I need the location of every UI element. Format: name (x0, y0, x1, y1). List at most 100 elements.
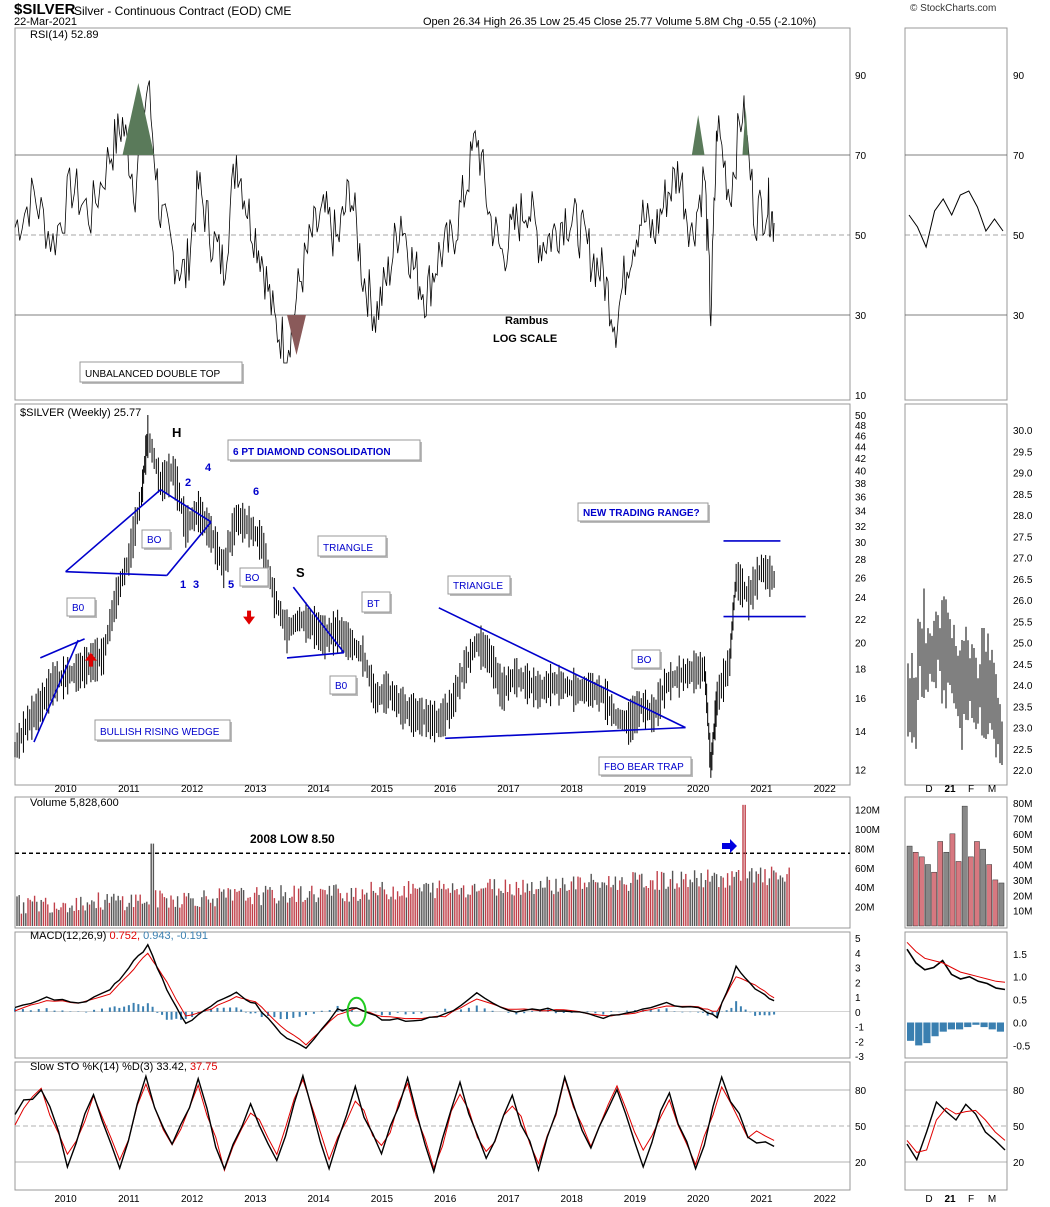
macd-y-tick: -2 (855, 1037, 864, 1048)
price-inset-y-tick: 29.0 (1013, 469, 1033, 480)
price-inset-x-tick: 21 (944, 784, 956, 795)
pattern-trendline (287, 653, 344, 658)
callout-label: 6 PT DIAMOND CONSOLIDATION (233, 447, 391, 458)
callout-label: B0 (72, 603, 85, 614)
volume-inset-y-tick: 10M (1013, 907, 1032, 918)
volume-note: 2008 LOW 8.50 (250, 832, 335, 846)
macd-title: MACD(12,26,9) 0.752, 0.943, -0.191 (30, 930, 208, 942)
macd-y-tick: 3 (855, 964, 861, 975)
price-inset-y-tick: 27.5 (1013, 532, 1033, 543)
rsi-panel: 90 70 50 30 10 90 70 50 30 RSI(14) 52.89 Rambus LOG… (15, 29, 1025, 402)
macd-inset-hist (997, 1023, 1004, 1032)
macd-inset-hist (989, 1023, 996, 1030)
sto-inset-y-tick: 20 (1013, 1158, 1025, 1169)
price-x-tick: 2017 (497, 784, 520, 795)
rsi-inset-line (909, 191, 1003, 247)
macd-inset-hist (923, 1023, 930, 1044)
price-y-tick: 32 (855, 522, 867, 533)
price-inset-y-tick: 28.0 (1013, 511, 1033, 522)
volume-inset-bar (932, 872, 937, 926)
macd-y-tick: 0 (855, 1008, 861, 1019)
rsi-overbought-fill (742, 107, 748, 155)
macd-line (15, 945, 774, 1048)
price-inset-x-tick: F (968, 784, 974, 795)
pattern-point-label: 6 (253, 486, 259, 498)
price-y-tick: 20 (855, 639, 867, 650)
price-y-tick: 46 (855, 432, 867, 443)
price-inset-y-tick: 30.0 (1013, 426, 1033, 437)
price-x-tick: 2011 (118, 784, 140, 795)
price-inset-y-tick: 23.5 (1013, 702, 1033, 713)
sto-x-tick: 2014 (308, 1194, 331, 1205)
volume-inset-bar (913, 852, 918, 926)
macd-inset-hist (981, 1023, 988, 1028)
volume-title: Volume 5,828,600 (30, 797, 119, 809)
volume-inset-y-tick: 20M (1013, 891, 1032, 902)
volume-panel: 120M100M80M60M40M20MVolume 5,828,6002008… (15, 797, 1032, 926)
price-x-tick: 2015 (371, 784, 394, 795)
sto-x-tick: 2018 (561, 1194, 584, 1205)
price-y-tick: 42 (855, 454, 867, 465)
rsi-y-tick: 30 (855, 311, 867, 322)
price-x-tick: 2014 (308, 784, 331, 795)
callout-label: NEW TRADING RANGE? (583, 508, 700, 519)
callout-label: TRIANGLE (323, 543, 373, 554)
pattern-trendline (445, 728, 685, 739)
price-x-tick: 2010 (54, 784, 77, 795)
macd-inset-hist (964, 1023, 971, 1028)
price-inset-y-tick: 26.0 (1013, 596, 1033, 607)
price-x-tick: 2022 (814, 784, 837, 795)
macd-panel: 5 4 3 2 1 0 -1 -2 -3 MACD(12,26,9) 0.752, 0.943, … (15, 930, 1031, 1063)
rsi-note-logscale: LOG SCALE (493, 333, 557, 345)
macd-title-part: 0.752, (106, 930, 140, 942)
price-y-tick: 28 (855, 555, 867, 566)
macd-inset-y-tick: -0.5 (1013, 1041, 1031, 1052)
price-x-tick: 2013 (244, 784, 267, 795)
macd-inset-y-tick: 1.5 (1013, 950, 1027, 961)
macd-inset-y-tick: 0.5 (1013, 996, 1027, 1007)
volume-inset-bar (974, 841, 979, 926)
price-y-tick: 26 (855, 573, 867, 584)
macd-inset-y-tick: 1.0 (1013, 973, 1027, 984)
sto-inset-x-tick: F (968, 1194, 974, 1205)
rsi-inset-y-tick: 70 (1013, 151, 1025, 162)
sto-title-part: Slow STO %K(14) %D(3) (30, 1061, 153, 1073)
macd-inset-hist (915, 1023, 922, 1046)
price-inset-y-tick: 28.5 (1013, 490, 1033, 501)
blue-arrow (722, 839, 737, 853)
sto-inset-y-tick: 80 (1013, 1086, 1025, 1097)
volume-inset-bar (993, 880, 998, 926)
volume-y-tick: 40M (855, 883, 874, 894)
volume-y-tick: 100M (855, 825, 880, 836)
price-x-tick: 2020 (687, 784, 710, 795)
price-x-tick: 2019 (624, 784, 647, 795)
volume-y-tick: 60M (855, 864, 874, 875)
sto-x-tick: 2015 (371, 1194, 394, 1205)
price-inset-x-tick: D (925, 784, 932, 795)
price-x-tick: 2021 (750, 784, 773, 795)
price-x-tick: 2012 (181, 784, 204, 795)
price-y-tick: 30 (855, 538, 867, 549)
macd-inset-hist (940, 1023, 947, 1032)
volume-inset-bar (907, 846, 912, 926)
price-y-tick: 44 (855, 443, 867, 454)
pattern-point-label: 2 (185, 477, 191, 489)
callout-label: BO (147, 535, 162, 546)
callout-label: BO (637, 655, 652, 666)
rsi-inset-y-tick: 90 (1013, 71, 1025, 82)
macd-inset-hist (907, 1023, 914, 1041)
price-inset-y-tick: 22.5 (1013, 745, 1033, 756)
volume-y-tick: 80M (855, 844, 874, 855)
price-x-tick: 2018 (561, 784, 584, 795)
callout-label: BULLISH RISING WEDGE (100, 727, 220, 738)
volume-inset-y-tick: 40M (1013, 861, 1032, 872)
pattern-point-label: 3 (193, 579, 199, 591)
callout-label: BO (245, 573, 260, 584)
rsi-inset-y-tick: 50 (1013, 231, 1025, 242)
volume-inset-y-tick: 50M (1013, 845, 1032, 856)
callout-label: UNBALANCED DOUBLE TOP (85, 369, 221, 380)
sto-title-part: 33.42, (153, 1061, 187, 1073)
price-x-tick: 2016 (434, 784, 457, 795)
sto-x-tick: 2012 (181, 1194, 204, 1205)
